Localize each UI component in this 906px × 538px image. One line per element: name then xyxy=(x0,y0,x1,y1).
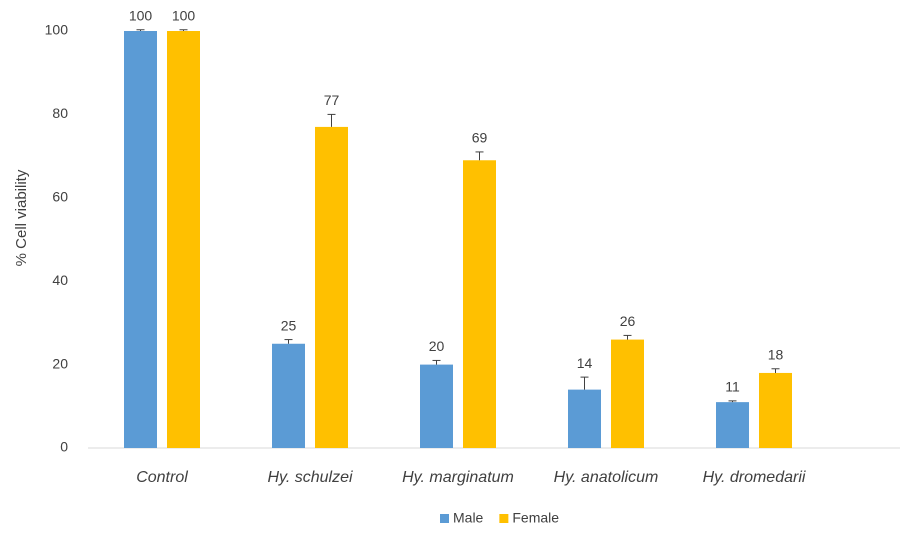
y-tick-label: 0 xyxy=(60,439,68,455)
x-tick-label: Hy. schulzei xyxy=(267,469,353,486)
bar xyxy=(272,343,305,448)
data-label: 26 xyxy=(620,313,636,329)
bar xyxy=(124,31,157,448)
data-label: 11 xyxy=(725,379,740,395)
bar xyxy=(315,126,348,448)
data-label: 77 xyxy=(324,92,340,108)
bar xyxy=(167,31,200,448)
x-tick-label: Control xyxy=(136,469,188,486)
data-label: 100 xyxy=(129,7,153,23)
data-label: 25 xyxy=(281,317,297,333)
legend-swatch xyxy=(440,514,449,523)
bar xyxy=(463,160,496,448)
data-label: 69 xyxy=(472,130,488,146)
y-tick-label: 60 xyxy=(52,189,68,205)
bar xyxy=(759,372,792,448)
y-tick-label: 80 xyxy=(52,105,68,121)
y-tick-label: 40 xyxy=(52,272,68,288)
y-tick-label: 100 xyxy=(45,22,69,38)
data-label: 14 xyxy=(577,355,593,371)
data-label: 20 xyxy=(429,338,445,354)
bar xyxy=(568,389,601,448)
x-tick-label: Hy. anatolicum xyxy=(554,469,659,486)
bar xyxy=(611,339,644,448)
legend-label: Female xyxy=(512,510,559,526)
data-label: 18 xyxy=(768,346,784,362)
x-tick-label: Hy. dromedarii xyxy=(703,469,806,486)
legend-label: Male xyxy=(453,510,484,526)
x-tick-label: Hy. marginatum xyxy=(402,469,514,486)
legend-swatch xyxy=(499,514,509,523)
y-axis-label: % Cell viability xyxy=(13,169,30,266)
bar xyxy=(716,402,749,448)
bar xyxy=(420,364,453,448)
y-tick-label: 20 xyxy=(52,355,68,371)
data-label: 100 xyxy=(172,7,196,23)
